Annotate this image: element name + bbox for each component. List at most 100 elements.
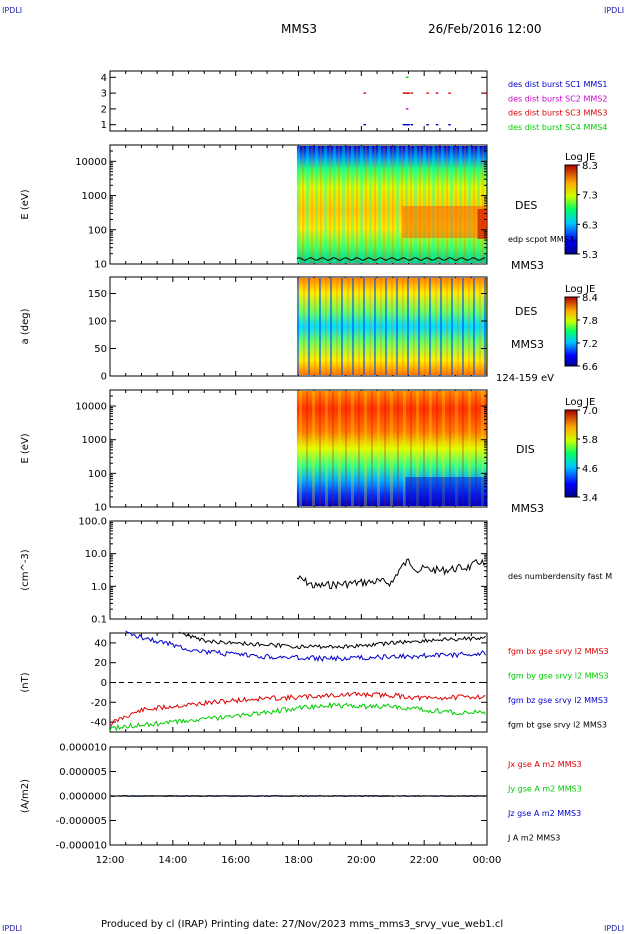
density-y-tick-label: 10.0	[85, 549, 107, 560]
fgm-legend-entry: fgm bt gse srvy l2 MMS3	[508, 721, 607, 730]
burst-mark	[402, 123, 406, 126]
x-tick-label: 00:00	[473, 855, 502, 866]
corner-label-bottom-left: IPDLI	[2, 924, 23, 933]
des-pitch-y-tick-label: 0	[101, 372, 107, 383]
des-energy-y-tick-label: 1000	[82, 191, 107, 202]
density-y-tick-label: 0.1	[91, 615, 107, 626]
des-energy-y-tick-label: 100	[88, 225, 107, 236]
des-pitch-y-tick-label: 150	[88, 289, 107, 300]
fgm-series-line	[109, 691, 486, 726]
burst-y-tick-label: 4	[101, 73, 107, 84]
colorbar-tick-label: 8.4	[582, 293, 598, 304]
des-pitch-spacecraft-label: MMS3	[511, 338, 544, 351]
burst-mark	[484, 92, 487, 94]
des-pitch-y-label: a (deg)	[20, 308, 31, 344]
fgm-series-line	[178, 631, 486, 650]
burst-y-tick-label: 3	[101, 89, 107, 100]
fgm-y-tick-label: 20	[94, 658, 107, 669]
colorbar-tick-label: 5.8	[582, 435, 598, 446]
current-legend-entry: Jx gse A m2 MMS3	[507, 760, 582, 769]
des-pitch-spectrogram-border	[109, 276, 488, 377]
dis-energy-y-tick-label: 10000	[75, 402, 107, 413]
dis-energy-spacecraft-label: MMS3	[511, 502, 544, 515]
burst-mark	[404, 92, 407, 94]
x-tick-label: 20:00	[347, 855, 376, 866]
des-energy-scpot-label: edp scpot MMS3	[508, 235, 574, 244]
dis-energy-y-tick-label: 1000	[82, 435, 107, 446]
scpot-line	[296, 257, 486, 261]
burst-mark	[402, 92, 406, 94]
x-tick-label: 22:00	[410, 855, 439, 866]
des-energy-colorbar	[564, 164, 578, 255]
burst-legend-entry: des dist burst SC4 MMS4	[508, 123, 607, 132]
dis-energy-y-tick-label: 10	[94, 503, 107, 514]
density-y-tick-label: 100.0	[78, 517, 107, 528]
current-y-tick-label: 0.000005	[59, 767, 107, 778]
des-pitch-colorbar	[564, 296, 578, 367]
dis-energy-y-tick-label: 100	[88, 469, 107, 480]
burst-mark	[435, 123, 439, 126]
dis-energy-colorbar-title: Log JE	[565, 397, 595, 408]
colorbar-tick-label: 7.3	[582, 191, 598, 202]
corner-label-top-left: IPDLI	[2, 6, 23, 15]
header-spacecraft: MMS3	[281, 22, 317, 36]
current-series-line	[109, 795, 486, 797]
fgm-legend-entry: fgm by gse srvy l2 MMS3	[508, 672, 609, 681]
fgm-legend-entry: fgm bx gse srvy l2 MMS3	[508, 647, 609, 656]
burst-mark	[405, 108, 409, 110]
fgm-series-line	[109, 701, 486, 732]
dis-energy-low-region	[405, 477, 487, 506]
fgm-y-label: (nT)	[20, 672, 31, 692]
des-energy-y-label: E (eV)	[20, 189, 31, 219]
burst-mark	[448, 92, 451, 94]
current-legend-entry: Jy gse A m2 MMS3	[507, 785, 582, 794]
des-energy-enhancement	[402, 206, 487, 238]
des-pitch-y-tick-label: 100	[88, 317, 107, 328]
current-y-label: (A/m2)	[20, 779, 31, 813]
fgm-y-tick-label: -40	[91, 718, 107, 729]
colorbar-tick-label: 7.8	[582, 316, 598, 327]
burst-mark	[435, 92, 439, 94]
des-pitch-energy-range-label: 124-159 eV	[496, 373, 554, 384]
corner-label-top-right: IPDLI	[604, 6, 625, 15]
burst-mark	[448, 123, 451, 126]
des-pitch-instrument-label: DES	[515, 305, 537, 318]
burst-panel-frame	[109, 70, 488, 132]
burst-mark	[404, 123, 407, 126]
colorbar-tick-label: 8.3	[582, 161, 598, 172]
des-energy-y-tick-label: 10000	[75, 157, 107, 168]
x-tick-label: 14:00	[158, 855, 187, 866]
x-tick-label: 12:00	[96, 855, 125, 866]
des-pitch-colorbar-title: Log JE	[565, 284, 595, 295]
current-legend-entry: J A m2 MMS3	[507, 834, 560, 843]
burst-legend-entry: des dist burst SC2 MMS2	[508, 94, 607, 103]
burst-legend-entry: des dist burst SC1 MMS1	[508, 80, 607, 89]
current-y-tick-label: 0.000010	[59, 743, 107, 754]
colorbar-tick-label: 6.3	[582, 220, 598, 231]
dis-energy-spectrogram-border	[109, 389, 488, 508]
burst-y-tick-label: 2	[101, 104, 107, 115]
burst-mark	[405, 123, 409, 126]
dis-energy-colorbar	[564, 409, 578, 498]
des-energy-enhancement	[477, 209, 487, 239]
footer-text: Produced by cl (IRAP) Printing date: 27/…	[101, 919, 504, 930]
burst-legend-entry: des dist burst SC3 MMS3	[508, 109, 607, 118]
corner-label-bottom-right: IPDLI	[604, 924, 625, 933]
current-y-tick-label: -0.000010	[56, 841, 107, 852]
burst-mark	[405, 76, 409, 79]
colorbar-tick-label: 7.2	[582, 339, 598, 350]
colorbar-tick-label: 5.3	[582, 250, 598, 261]
des-energy-spectrogram-texture	[296, 146, 487, 263]
density-series-line	[296, 558, 486, 590]
colorbar-tick-label: 4.6	[582, 464, 598, 475]
current-y-tick-label: -0.000005	[56, 816, 107, 827]
dis-energy-instrument-label: DIS	[516, 443, 535, 456]
des-pitch-spectrogram-texture	[296, 278, 487, 375]
density-legend-entry: des numberdensity fast M	[508, 572, 612, 581]
burst-mark	[363, 123, 366, 126]
des-energy-instrument-label: DES	[515, 199, 537, 212]
burst-mark	[407, 123, 410, 126]
burst-mark	[410, 123, 414, 126]
des-energy-spacecraft-label: MMS3	[511, 259, 544, 272]
